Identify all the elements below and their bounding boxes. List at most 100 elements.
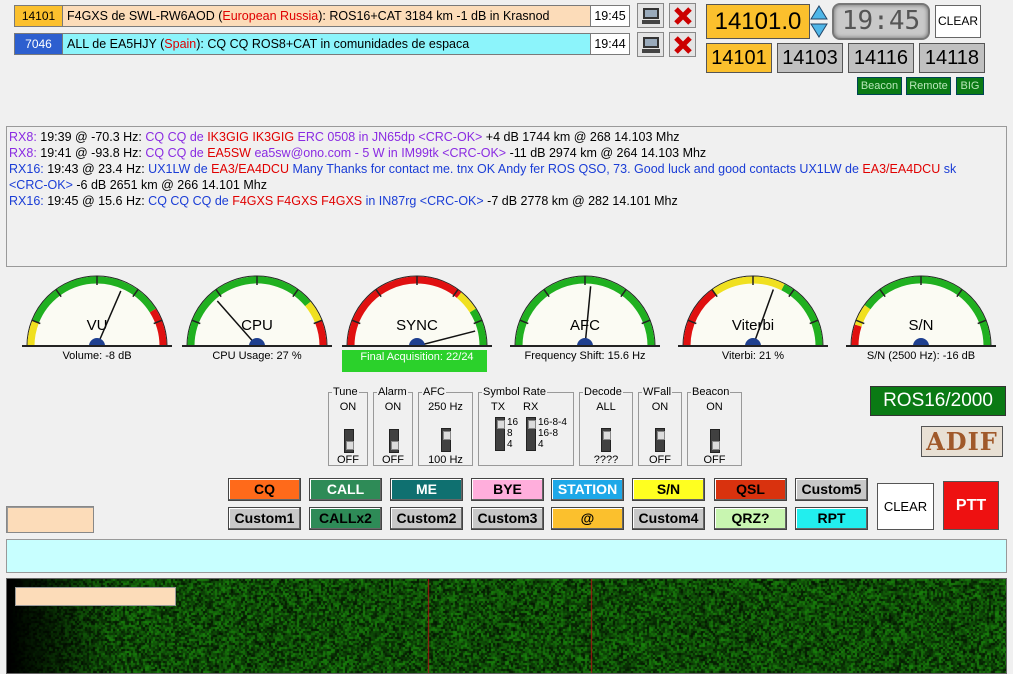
afc-switch[interactable] bbox=[441, 428, 451, 452]
alarm-title: Alarm bbox=[378, 386, 407, 398]
clock-display: 19:45 bbox=[832, 3, 930, 40]
log-segment: RX8: bbox=[9, 146, 37, 160]
macro-custom4-button[interactable]: Custom4 bbox=[632, 507, 705, 530]
afc-top-label: 250 Hz bbox=[428, 401, 463, 413]
wfall-off-label: OFF bbox=[649, 454, 671, 466]
close-icon[interactable] bbox=[669, 32, 696, 57]
meter-needle bbox=[752, 289, 775, 347]
macro-cq-button[interactable]: CQ bbox=[228, 478, 301, 501]
preset-14103-button[interactable]: 14103 bbox=[777, 43, 843, 73]
tx-text-field[interactable] bbox=[6, 539, 1007, 573]
beacon-button[interactable]: Beacon bbox=[857, 77, 902, 95]
rx-rate-switch[interactable] bbox=[526, 417, 536, 451]
alert-row-2[interactable]: 7046 ALL de EA5HJY (Spain): CQ CQ ROS8+C… bbox=[14, 33, 630, 55]
meter-cpu: CPU bbox=[182, 273, 332, 353]
meter-caption: Viterbi: 21 % bbox=[721, 350, 785, 362]
clear-top-button[interactable]: CLEAR bbox=[935, 5, 981, 38]
meter-needle bbox=[416, 330, 476, 347]
tune-switch[interactable] bbox=[344, 429, 354, 453]
macro-bye-button[interactable]: BYE bbox=[471, 478, 544, 501]
macro-qrz-button[interactable]: QRZ? bbox=[714, 507, 787, 530]
message-log[interactable]: RX8: 19:39 @ -70.3 Hz: CQ CQ de IK3GIG I… bbox=[6, 126, 1007, 267]
tune-on-label: ON bbox=[339, 401, 357, 413]
alert-freq: 14101 bbox=[15, 6, 63, 26]
meter-caption: Volume: -8 dB bbox=[62, 350, 132, 362]
log-segment: EA5SW bbox=[207, 146, 251, 160]
tx-rate-switch[interactable] bbox=[495, 417, 505, 451]
monitor-icon[interactable] bbox=[637, 32, 664, 57]
log-segment: F4GXS F4GXS F4GXS bbox=[232, 194, 363, 208]
macro--button[interactable]: @ bbox=[551, 507, 624, 530]
log-segment: EA3/EA4DCU bbox=[862, 162, 941, 176]
macro-custom2-button[interactable]: Custom2 bbox=[390, 507, 463, 530]
alarm-group: Alarm ON OFF bbox=[373, 386, 413, 466]
alert-row-1[interactable]: 14101 F4GXS de SWL-RW6AOD (European Russ… bbox=[14, 5, 630, 27]
preset-14116-button[interactable]: 14116 bbox=[848, 43, 914, 73]
macro-custom3-button[interactable]: Custom3 bbox=[471, 507, 544, 530]
tx-label: TX bbox=[491, 401, 506, 413]
decode-switch[interactable] bbox=[601, 428, 611, 452]
tune-title: Tune bbox=[333, 386, 358, 398]
tune-group: Tune ON OFF bbox=[328, 386, 368, 466]
log-segment: RX16: bbox=[9, 162, 44, 176]
meter-gauge: SYNC bbox=[342, 275, 492, 347]
alarm-switch[interactable] bbox=[389, 429, 399, 453]
macro-rpt-button[interactable]: RPT bbox=[795, 507, 868, 530]
meter-label: AFC bbox=[570, 317, 600, 334]
macro-s-n-button[interactable]: S/N bbox=[632, 478, 705, 501]
alert-message: F4GXS de SWL-RW6AOD (European Russia): R… bbox=[63, 6, 591, 26]
beacon-switch[interactable] bbox=[710, 429, 720, 453]
meter-label: CPU bbox=[241, 317, 273, 334]
log-segment: 19:45 @ 15.6 Hz: bbox=[43, 194, 149, 208]
log-segment: CQ CQ de bbox=[145, 146, 208, 160]
macro-qsl-button[interactable]: QSL bbox=[714, 478, 787, 501]
rx-label: RX bbox=[523, 401, 539, 413]
log-segment: EA3/EA4DCU bbox=[211, 162, 289, 176]
frequency-spinner[interactable] bbox=[810, 5, 828, 38]
clear-button[interactable]: CLEAR bbox=[877, 483, 934, 530]
log-segment: CQ CQ de bbox=[145, 130, 208, 144]
macro-custom5-button[interactable]: Custom5 bbox=[795, 478, 868, 501]
wfall-group: WFall ON OFF bbox=[638, 386, 682, 466]
macro-me-button[interactable]: ME bbox=[390, 478, 463, 501]
ptt-button[interactable]: PTT bbox=[943, 481, 999, 530]
preset-14118-button[interactable]: 14118 bbox=[919, 43, 985, 73]
log-line: RX8: 19:39 @ -70.3 Hz: CQ CQ de IK3GIG I… bbox=[9, 129, 1006, 145]
meter-gauge: CPU bbox=[182, 275, 332, 347]
log-segment: -6 dB 2651 km @ 266 14.101 Mhz bbox=[72, 178, 267, 192]
sync-status-bar bbox=[342, 350, 487, 372]
callsign-input[interactable] bbox=[6, 506, 94, 533]
macro-custom1-button[interactable]: Custom1 bbox=[228, 507, 301, 530]
log-line: <CRC-OK> -6 dB 2651 km @ 266 14.101 Mhz bbox=[9, 177, 1006, 193]
log-segment: sk bbox=[940, 162, 957, 176]
close-icon[interactable] bbox=[669, 3, 696, 28]
frequency-display[interactable]: 14101.0 bbox=[706, 4, 810, 39]
tune-off-label: OFF bbox=[337, 454, 359, 466]
alert-message: ALL de EA5HJY (Spain): CQ CQ ROS8+CAT in… bbox=[63, 34, 591, 54]
macro-call-button[interactable]: CALL bbox=[309, 478, 382, 501]
meter-gauge: Viterbi bbox=[678, 275, 828, 347]
waterfall[interactable] bbox=[6, 578, 1007, 674]
preset-14101-button[interactable]: 14101 bbox=[706, 43, 772, 73]
remote-button[interactable]: Remote bbox=[906, 77, 951, 95]
alert-time: 19:45 bbox=[591, 6, 629, 26]
meter-needle bbox=[216, 300, 258, 347]
log-segment: -11 dB 2974 km @ 264 14.103 Mhz bbox=[506, 146, 707, 160]
meter-vit: Viterbi bbox=[678, 273, 828, 353]
log-line: RX16: 19:45 @ 15.6 Hz: CQ CQ CQ de F4GXS… bbox=[9, 193, 1006, 209]
meter-gauge: VU bbox=[22, 275, 172, 347]
meter-sync: SYNC bbox=[342, 273, 492, 353]
big-button[interactable]: BIG bbox=[956, 77, 984, 95]
log-segment: CQ CQ CQ de bbox=[148, 194, 233, 208]
macro-callx2-button[interactable]: CALLx2 bbox=[309, 507, 382, 530]
meter-label: VU bbox=[87, 317, 108, 334]
log-segment: +4 dB 1744 km @ 268 14.103 Mhz bbox=[482, 130, 680, 144]
wfall-switch[interactable] bbox=[655, 428, 665, 452]
adif-button[interactable]: ADIF bbox=[921, 426, 1003, 457]
meter-sn: S/N bbox=[846, 273, 996, 353]
macro-station-button[interactable]: STATION bbox=[551, 478, 624, 501]
symbol-rate-title: Symbol Rate bbox=[483, 386, 546, 398]
afc-bottom-label: 100 Hz bbox=[428, 454, 463, 466]
monitor-icon[interactable] bbox=[637, 3, 664, 28]
beacon-on-label: ON bbox=[706, 401, 723, 413]
